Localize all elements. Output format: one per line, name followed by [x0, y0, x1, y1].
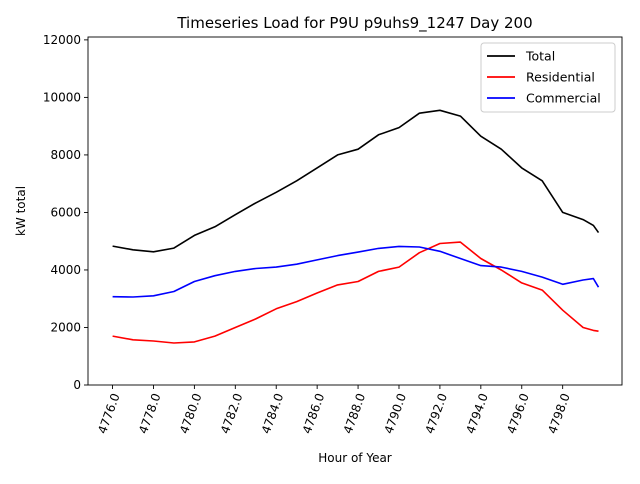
y-tick-label: 4000 — [50, 263, 81, 277]
series-line-commercial — [112, 245, 600, 298]
legend-label-commercial: Commercial — [526, 91, 601, 106]
plot-area: 4776.0 4778.0 4780.0 4782.0 4784.0 4786.0 4788… — [43, 33, 623, 436]
x-tick-label: 4786.0 — [300, 391, 328, 435]
legend-label-residential: Residential — [526, 70, 595, 85]
axes-frame — [87, 36, 623, 386]
y-tick-label: 0 — [73, 378, 81, 392]
y-tick-label: 12000 — [43, 33, 81, 47]
x-tick-label: 4798.0 — [545, 391, 573, 435]
x-tick-label: 4788.0 — [341, 391, 369, 435]
x-tick-label: 4784.0 — [259, 391, 287, 435]
y-tick-label: 8000 — [50, 148, 81, 162]
x-tick-label: 4794.0 — [463, 391, 491, 435]
legend-box — [480, 42, 616, 113]
x-tick-label: 4790.0 — [382, 391, 410, 435]
legend-label-total: Total — [525, 49, 555, 64]
series-line-total — [112, 109, 600, 253]
legend: Total Residential Commercial — [480, 42, 616, 113]
y-tick-label: 2000 — [50, 320, 81, 334]
series-line-residential — [112, 241, 599, 344]
x-tick-label: 4782.0 — [218, 391, 246, 435]
x-tick-label: 4796.0 — [504, 391, 532, 435]
y-tick-label: 6000 — [50, 205, 81, 219]
x-tick-label: 4780.0 — [177, 391, 205, 435]
x-axis-label: Hour of Year — [318, 451, 392, 465]
y-tick-label: 10000 — [43, 90, 81, 104]
chart-title: Timeseries Load for P9U p9uhs9_1247 Day … — [176, 14, 532, 33]
y-axis-label: kW total — [14, 186, 28, 236]
x-tick-label: 4792.0 — [422, 391, 450, 435]
x-tick-label: 4778.0 — [136, 391, 164, 435]
x-tick-label: 4776.0 — [95, 391, 123, 435]
